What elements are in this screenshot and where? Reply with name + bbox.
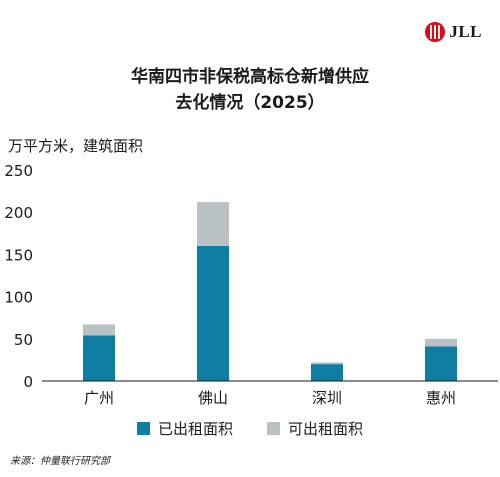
legend-item-available: 可出租面积 (267, 418, 363, 439)
legend-item-leased: 已出租面积 (136, 418, 233, 439)
legend-label-leased: 已出租面积 (157, 420, 233, 438)
x-tick-label: 佛山 (198, 389, 228, 407)
chart-title: 华南四市非保税高标仓新增供应 去化情况（2025） (0, 64, 500, 116)
y-tick-label: 150 (4, 246, 33, 264)
y-tick-label: 100 (4, 289, 33, 307)
bar-leased-0 (83, 335, 115, 381)
bar-leased-2 (311, 364, 343, 381)
bar-available-1 (197, 202, 229, 246)
jll-logo: JLL (425, 22, 482, 42)
source-note: 来源：仲量联行研究部 (10, 456, 110, 467)
bar-available-2 (311, 362, 343, 365)
legend-swatch-leased (136, 422, 150, 435)
bar-available-0 (83, 324, 115, 336)
chart-legend: 已出租面积 可出租面积 (0, 418, 500, 439)
y-tick-label: 0 (23, 373, 33, 391)
x-tick-label: 广州 (84, 389, 114, 407)
bar-available-3 (425, 338, 457, 347)
jll-logo-text: JLL (449, 22, 482, 41)
y-tick-label: 200 (4, 204, 33, 222)
y-tick-label: 50 (14, 331, 33, 349)
legend-label-available: 可出租面积 (288, 420, 364, 438)
legend-swatch-available (267, 422, 280, 435)
bar-leased-1 (197, 245, 229, 381)
jll-logo-mark-icon (425, 22, 446, 42)
x-tick-label: 惠州 (426, 389, 456, 407)
chart-title-line-1: 华南四市非保税高标仓新增供应 (131, 67, 369, 87)
x-tick-label: 深圳 (312, 389, 342, 407)
bar-leased-3 (425, 346, 457, 381)
chart-title-line-2: 去化情况（2025） (175, 93, 325, 113)
y-tick-label: 250 (4, 162, 33, 180)
y-axis-unit-label: 万平方米，建筑面积 (8, 137, 144, 155)
